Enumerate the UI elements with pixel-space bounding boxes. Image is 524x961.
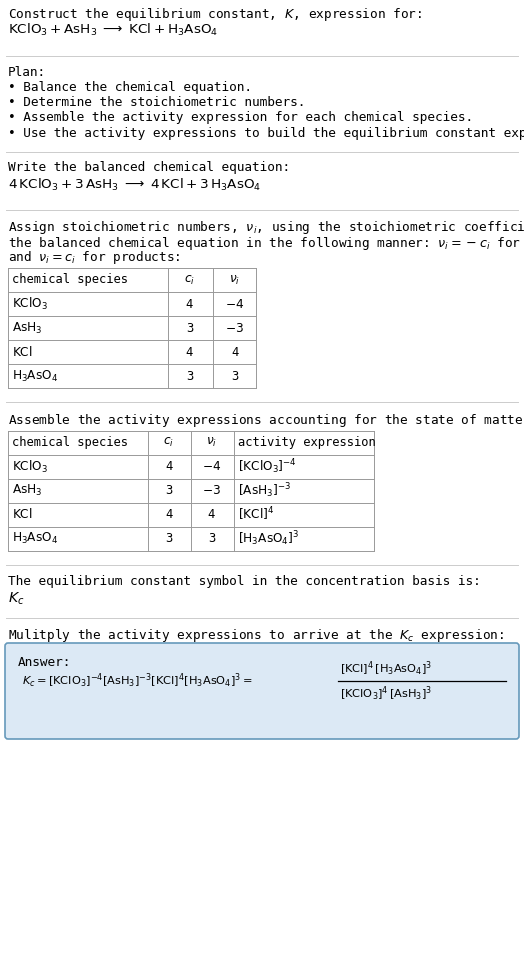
Text: Construct the equilibrium constant, $K$, expression for:: Construct the equilibrium constant, $K$,…: [8, 6, 422, 23]
Text: The equilibrium constant symbol in the concentration basis is:: The equilibrium constant symbol in the c…: [8, 575, 481, 587]
Text: • Assemble the activity expression for each chemical species.: • Assemble the activity expression for e…: [8, 111, 473, 125]
Text: $[\mathrm{KClO_3}]^{-4}$: $[\mathrm{KClO_3}]^{-4}$: [238, 457, 297, 476]
Text: chemical species: chemical species: [12, 436, 128, 449]
Text: $\mathrm{H_3AsO_4}$: $\mathrm{H_3AsO_4}$: [12, 530, 58, 546]
Text: 3: 3: [165, 532, 172, 545]
Text: $-3$: $-3$: [202, 484, 221, 497]
Text: $c_i$: $c_i$: [163, 436, 174, 449]
Text: and $\nu_i = c_i$ for products:: and $\nu_i = c_i$ for products:: [8, 250, 181, 266]
Text: Assemble the activity expressions accounting for the state of matter and $\nu_i$: Assemble the activity expressions accoun…: [8, 412, 524, 429]
Text: 3: 3: [186, 369, 193, 382]
Text: $K_c = [\mathrm{KClO_3}]^{-4}[\mathrm{AsH_3}]^{-3}[\mathrm{KCl}]^4[\mathrm{H_3As: $K_c = [\mathrm{KClO_3}]^{-4}[\mathrm{As…: [22, 672, 253, 690]
Text: • Balance the chemical equation.: • Balance the chemical equation.: [8, 82, 252, 94]
Text: Answer:: Answer:: [18, 656, 71, 669]
Text: 4: 4: [186, 298, 193, 310]
Text: 4: 4: [165, 460, 172, 473]
Text: Write the balanced chemical equation:: Write the balanced chemical equation:: [8, 161, 290, 175]
Text: $[\mathrm{KCl}]^{4}$: $[\mathrm{KCl}]^{4}$: [238, 505, 274, 524]
Text: $K_c$: $K_c$: [8, 591, 25, 607]
Text: activity expression: activity expression: [238, 436, 376, 449]
Text: $[\mathrm{H_3AsO_4}]^{3}$: $[\mathrm{H_3AsO_4}]^{3}$: [238, 530, 299, 548]
Text: 3: 3: [208, 532, 215, 545]
Text: • Determine the stoichiometric numbers.: • Determine the stoichiometric numbers.: [8, 96, 305, 110]
Text: $\mathrm{H_3AsO_4}$: $\mathrm{H_3AsO_4}$: [12, 368, 58, 383]
Text: • Use the activity expressions to build the equilibrium constant expression.: • Use the activity expressions to build …: [8, 127, 524, 139]
Text: $-4$: $-4$: [225, 298, 244, 310]
Text: $\nu_i$: $\nu_i$: [229, 274, 240, 286]
Text: the balanced chemical equation in the following manner: $\nu_i = -c_i$ for react: the balanced chemical equation in the fo…: [8, 234, 524, 252]
Text: 4: 4: [231, 346, 238, 358]
Text: $\mathrm{KCl}$: $\mathrm{KCl}$: [12, 345, 32, 359]
Text: Mulitply the activity expressions to arrive at the $K_c$ expression:: Mulitply the activity expressions to arr…: [8, 628, 504, 645]
Text: $\mathrm{AsH_3}$: $\mathrm{AsH_3}$: [12, 483, 42, 498]
Text: $\nu_i$: $\nu_i$: [206, 436, 217, 449]
FancyBboxPatch shape: [5, 643, 519, 739]
Text: 4: 4: [208, 508, 215, 521]
Text: $\mathrm{KClO_3}$: $\mathrm{KClO_3}$: [12, 458, 48, 475]
Text: $[\mathrm{KCl}]^4\,[\mathrm{H_3AsO_4}]^3$: $[\mathrm{KCl}]^4\,[\mathrm{H_3AsO_4}]^3…: [340, 660, 432, 678]
Text: $\mathrm{KClO_3}$: $\mathrm{KClO_3}$: [12, 296, 48, 312]
Text: $\mathrm{KClO_3 + AsH_3 \;\longrightarrow\; KCl + H_3AsO_4}$: $\mathrm{KClO_3 + AsH_3 \;\longrightarro…: [8, 21, 218, 37]
Text: 4: 4: [165, 508, 172, 521]
Text: $4\,\mathrm{KClO_3} + 3\,\mathrm{AsH_3} \;\longrightarrow\; 4\,\mathrm{KCl} + 3\: $4\,\mathrm{KClO_3} + 3\,\mathrm{AsH_3} …: [8, 177, 261, 193]
Text: $\mathrm{KCl}$: $\mathrm{KCl}$: [12, 507, 32, 522]
Text: Plan:: Plan:: [8, 66, 46, 79]
Text: $-4$: $-4$: [202, 460, 221, 473]
Text: $[\mathrm{AsH_3}]^{-3}$: $[\mathrm{AsH_3}]^{-3}$: [238, 481, 291, 500]
Text: Assign stoichiometric numbers, $\nu_i$, using the stoichiometric coefficients, $: Assign stoichiometric numbers, $\nu_i$, …: [8, 219, 524, 236]
Text: $[\mathrm{KClO_3}]^4\,[\mathrm{AsH_3}]^3$: $[\mathrm{KClO_3}]^4\,[\mathrm{AsH_3}]^3…: [340, 685, 432, 703]
Text: $-3$: $-3$: [225, 322, 244, 334]
Text: 3: 3: [165, 484, 172, 497]
Text: 4: 4: [186, 346, 193, 358]
Text: 3: 3: [186, 322, 193, 334]
Text: 3: 3: [231, 369, 238, 382]
Text: $\mathrm{AsH_3}$: $\mathrm{AsH_3}$: [12, 320, 42, 335]
Text: chemical species: chemical species: [12, 274, 128, 286]
Text: $c_i$: $c_i$: [184, 274, 195, 286]
